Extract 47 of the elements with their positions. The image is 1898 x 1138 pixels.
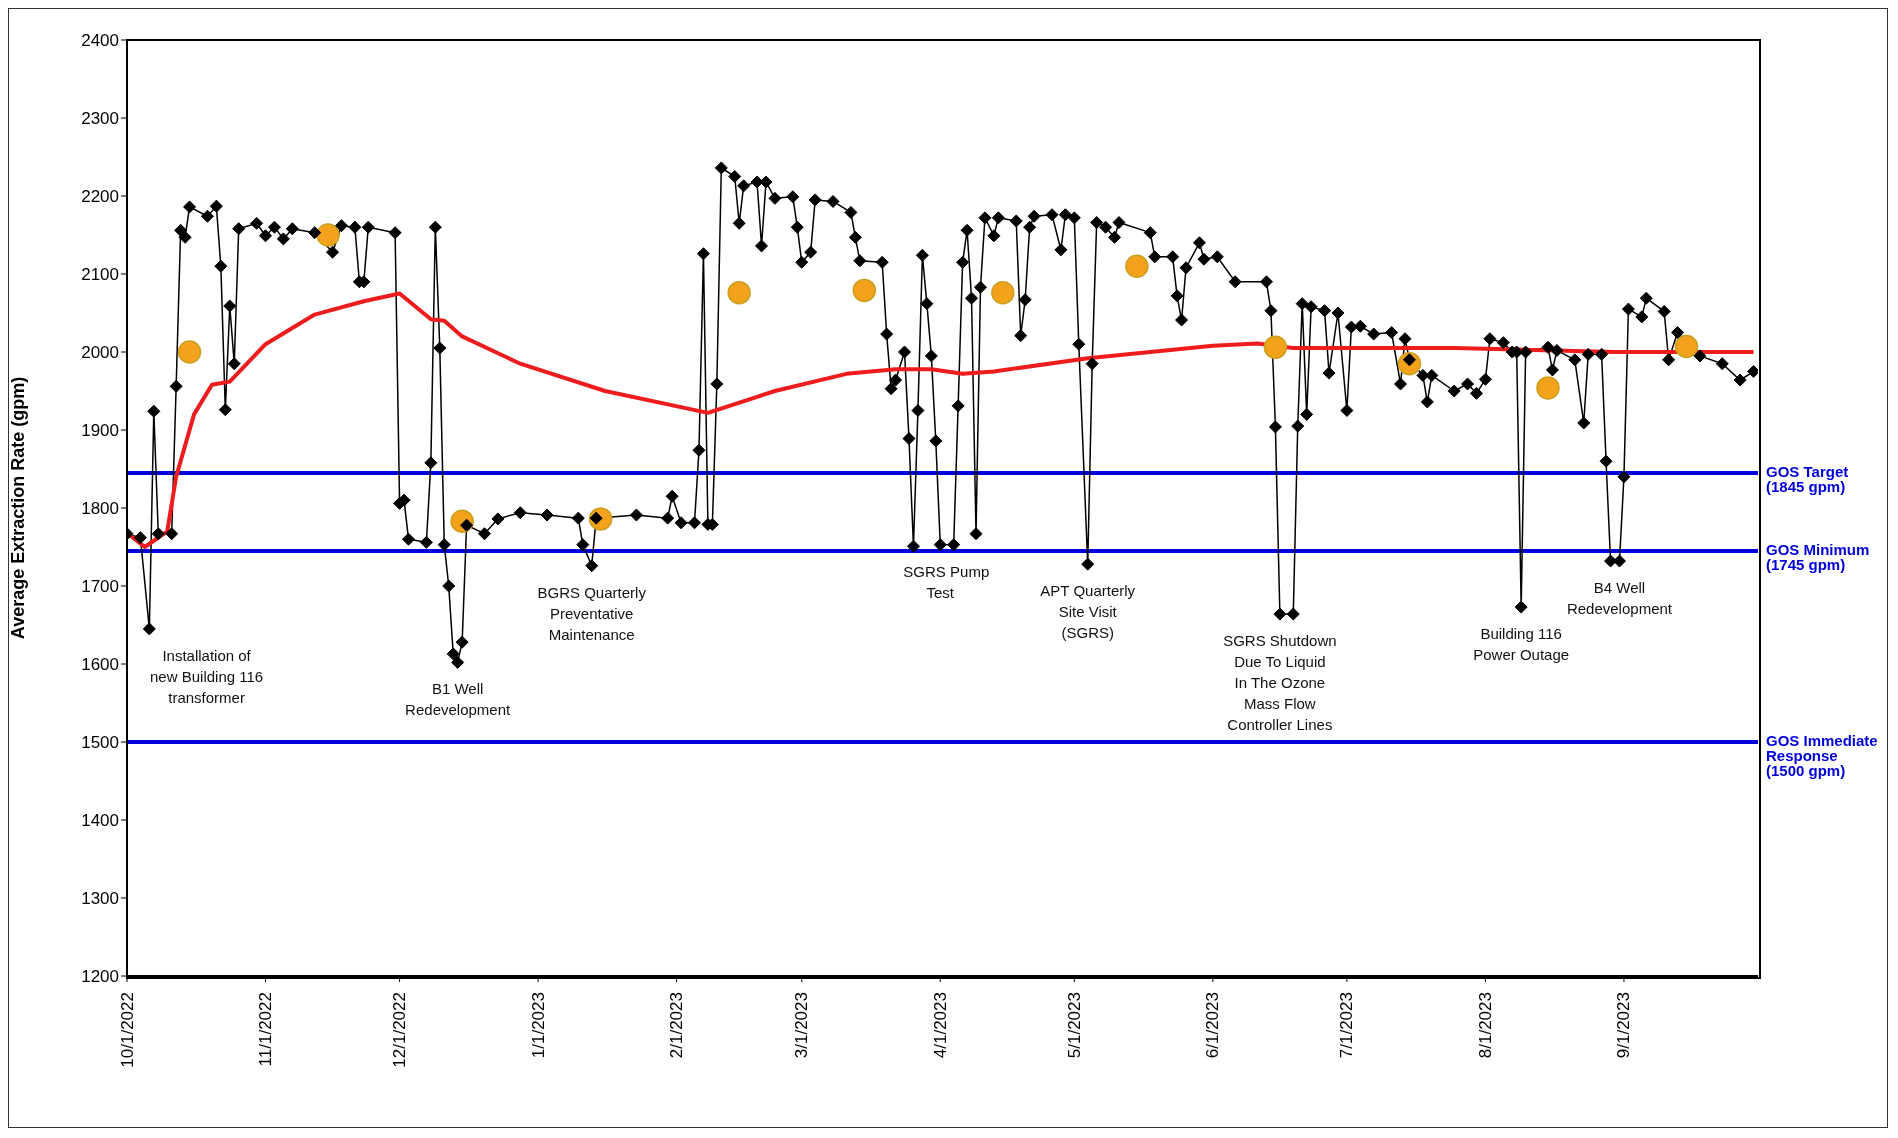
point [316,223,340,247]
x-tick-label: 7/1/2023 [1337,992,1357,1059]
y-tick-label: 2200 [81,187,119,207]
y-tick-label: 1800 [81,499,119,519]
point [1125,254,1149,278]
x-tick-label: 5/1/2023 [1064,992,1084,1059]
point [727,280,751,305]
y-tick-label: 2300 [81,109,119,129]
annotation: Installation of new Building 116 transformer [149,645,265,708]
x-tick-label: 10/1/2022 [117,992,137,1068]
ref-line-label: GOS Immediate Response (1500 gpm) [1766,732,1878,779]
y-tick-label: 1900 [81,421,119,441]
y-tick-label: 1200 [81,967,119,987]
point [991,280,1015,305]
x-tick-label: 3/1/2023 [792,992,812,1059]
x-tick-label: 4/1/2023 [930,992,950,1059]
y-tick-label: 1400 [81,811,119,831]
x-tick-label: 2/1/2023 [667,992,687,1059]
annotation: Building 116 Power Outage [1472,624,1571,666]
annotation: APT Quarterly Site Visit (SGRS) [1039,581,1137,644]
x-tick-label: 11/1/2022 [256,992,276,1067]
point [1263,335,1288,360]
point [1536,376,1560,400]
x-tick-label: 1/1/2023 [528,992,548,1059]
point [852,278,877,303]
point [177,340,202,364]
ref-line-label: GOS Target (1845 gpm) [1766,462,1849,495]
y-tick-label: 1700 [81,577,119,597]
line-series [127,291,1756,549]
annotation: BGRS Quarterly Preventative Maintenance [536,582,647,645]
y-tick-label: 2400 [81,31,119,51]
ref-line-label: GOS Minimum (1745 gpm) [1766,540,1870,573]
annotation: SGRS Shutdown Due To Liquid In The Ozone Mass Flow Controller Lines [1222,631,1338,736]
y-tick-label: 1600 [81,655,119,675]
x-tick-label: 6/1/2023 [1203,992,1223,1059]
y-tick-label: 1300 [81,889,119,909]
x-tick-label: 9/1/2023 [1614,992,1634,1059]
annotation: SGRS Pump Test [903,561,990,603]
annotation: B4 Well Redevelopment [1566,578,1673,620]
x-tick-label: 8/1/2023 [1475,992,1495,1059]
y-tick-label: 1500 [81,733,119,753]
x-tick-label: 12/1/2022 [390,992,410,1068]
point [1674,334,1699,359]
annotation: B1 Well Redevelopment [404,679,511,721]
y-tick-label: 2100 [81,265,119,285]
y-tick-label: 2000 [81,343,119,363]
y-axis-title: Average Extraction Rate (gpm) [8,376,29,640]
